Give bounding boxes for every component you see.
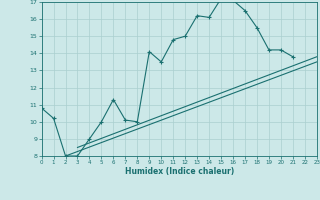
X-axis label: Humidex (Indice chaleur): Humidex (Indice chaleur) [124, 167, 234, 176]
